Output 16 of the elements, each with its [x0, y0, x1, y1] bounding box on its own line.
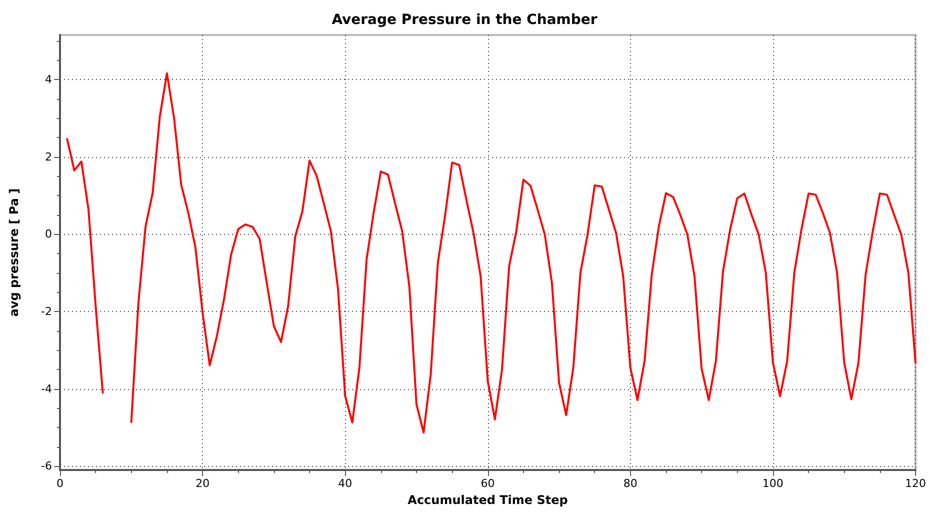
x-tick-label: 120 — [905, 477, 926, 490]
y-tick-label: -6 — [41, 460, 52, 473]
y-axis-title: avg pressure [ Pa ] — [7, 188, 21, 317]
chart-title: Average Pressure in the Chamber — [332, 12, 598, 28]
y-tick-label: 0 — [45, 228, 52, 241]
x-tick-label: 60 — [480, 477, 495, 490]
x-tick-label: 40 — [338, 477, 352, 490]
x-tick-label: 0 — [56, 477, 64, 490]
x-axis-title: Accumulated Time Step — [408, 492, 568, 507]
y-tick-label: -4 — [41, 382, 52, 396]
y-tick-label: 2 — [45, 150, 52, 164]
y-tick-label: 4 — [45, 72, 52, 86]
y-tick-label: -2 — [41, 304, 52, 318]
x-tick-label: 100 — [762, 477, 784, 490]
x-tick-label: 80 — [623, 477, 638, 490]
x-tick-label: 20 — [196, 477, 210, 490]
